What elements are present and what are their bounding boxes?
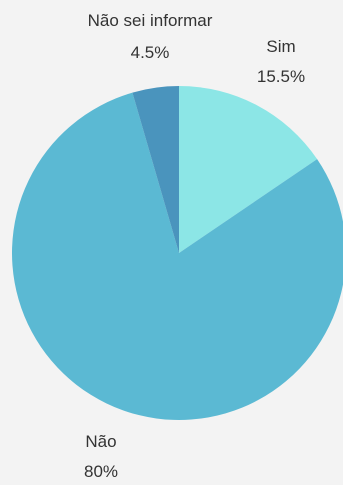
pie-slice-sim: [179, 86, 318, 253]
slice-label-nao-sei-informar-name: Não sei informar: [88, 11, 213, 30]
pie-slice-nao-sei-informar: [132, 86, 179, 253]
pie-labels: Sim 15.5% Não 80% Não sei informar 4.5%: [84, 11, 305, 481]
slice-label-nao-value: 80%: [84, 462, 118, 481]
slice-label-nao-sei-informar-value: 4.5%: [131, 43, 170, 62]
slice-label-nao-name: Não: [85, 432, 116, 451]
pie-slice-nao: [11, 92, 343, 420]
slice-label-sim-value: 15.5%: [257, 67, 305, 86]
pie-slices: [11, 86, 343, 420]
slice-label-sim-name: Sim: [266, 37, 295, 56]
